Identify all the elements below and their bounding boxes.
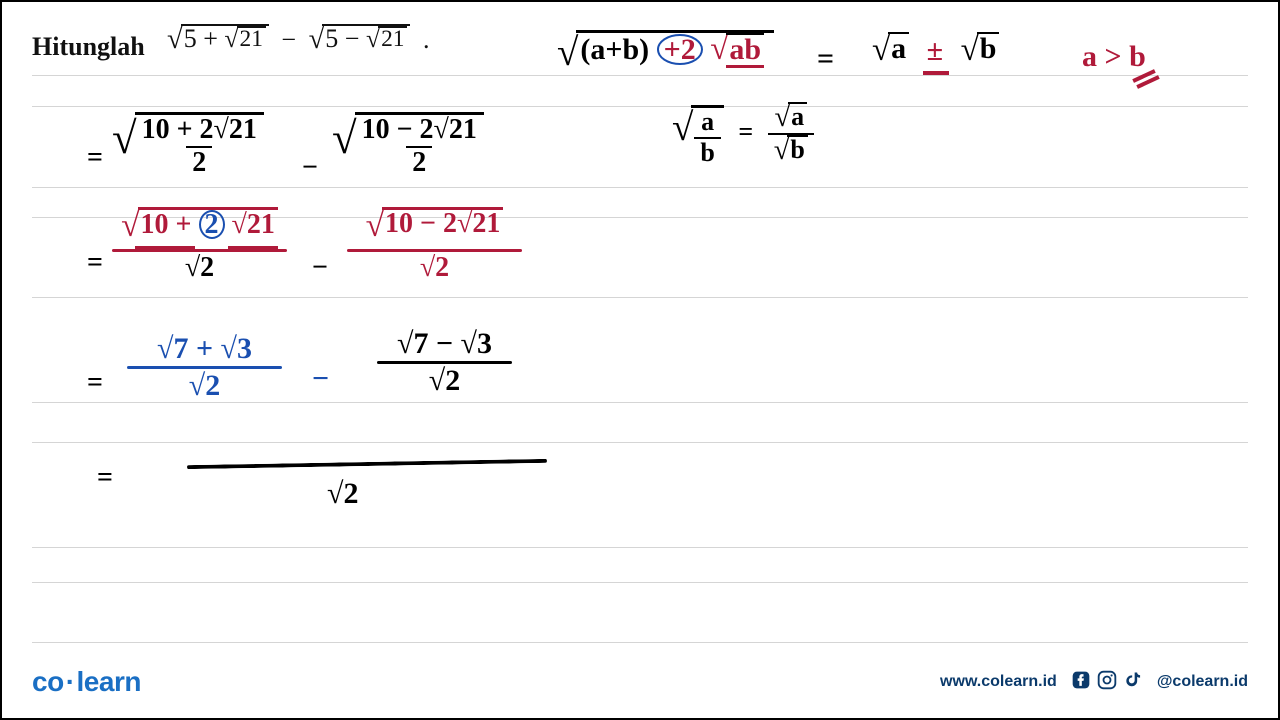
sqrt-outer-a: √ 5 + √21 [167,24,269,56]
sqrt-a: a [788,102,807,130]
step1-left: √ 10 + 2√212 [112,112,264,179]
problem-label: Hitunglah [32,32,145,62]
step2-eq: = [87,247,103,279]
step1-minus: − [302,152,318,184]
step3-right: √7 − √3 √2 [377,327,512,398]
facebook-icon [1071,670,1091,695]
eq-sign: = [738,117,753,146]
formula-eq: = [817,42,834,76]
formula-a-plus-b: (a+b) [580,33,649,66]
s1-right-num: 10 − 2√21 [358,115,481,146]
step2-left: √ 10 + 2 √21 √2 [112,207,287,284]
frac-num: a [697,108,718,137]
formula-pm-2: +2 [657,34,703,65]
formula-sqrt-ab: √ (a+b) +2 √ab [557,30,774,75]
sqrt-inner-a: √21 [224,26,266,52]
instagram-icon [1097,670,1117,695]
s2-left-num-a: 10 + [141,209,192,240]
step3-minus: − [312,362,329,396]
social-icons [1071,670,1143,695]
sqrt-inner-b: √21 [366,26,408,52]
step2-right: √ 10 − 2√21 √2 [347,207,522,284]
step1-right: √ 10 − 2√212 [332,112,484,179]
problem-expression: √ 5 + √21 − √ 5 − √21 . [167,24,429,56]
brand-learn: learn [77,666,141,697]
footer-url: www.colearn.id [940,673,1057,691]
s2-left-num-b: √21 [232,209,275,240]
s2-left-den: √2 [185,252,214,284]
footer: co·learn www.colearn.id @colearn.id [32,666,1248,698]
s3-right-den: √2 [429,364,460,398]
period: . [423,25,430,54]
s1-left-den: 2 [186,146,212,179]
footer-handle: @colearn.id [1157,673,1248,691]
s1-right-den: 2 [406,146,432,179]
step3-eq: = [87,367,103,399]
formula-condition: a > b [1082,40,1146,74]
brand-co: co [32,666,64,697]
formula-pm: ± [927,34,943,67]
s3-right-num: √7 − √3 [397,327,492,361]
s2-right-num: 10 − 2√21 [382,207,503,238]
sqrt-b: b [787,135,807,163]
formula-sqrt-ab-inner: √ab [710,33,764,68]
s1-left-num: 10 + 2√21 [138,115,261,146]
formula-sqrt-frac: √ ab = √a √b [672,102,814,168]
tiktok-icon [1123,670,1143,695]
minus-sign: − [281,25,296,54]
step4-den: √2 [327,477,358,511]
s3-left-num: √7 + √3 [157,332,252,366]
expr-text: 5 + [184,24,218,53]
formula-sqrt-b: b [977,32,1000,64]
brand-logo: co·learn [32,666,141,698]
expr-text: 5 − [325,24,359,53]
step1-eq: = [87,142,103,174]
s2-right-den: √2 [420,252,449,284]
formula-rhs: √a ± √b [872,32,999,69]
formula-sqrt-a: a [888,32,909,64]
sqrt-outer-b: √ 5 − √21 [309,24,411,56]
s3-left-den: √2 [189,369,220,403]
step4-eq: = [97,462,113,494]
step3-left: √7 + √3 √2 [127,332,282,403]
brand-dot: · [66,666,75,697]
circled-2: 2 [199,210,225,239]
frac-den: b [694,137,720,168]
step2-minus: − [312,252,328,284]
